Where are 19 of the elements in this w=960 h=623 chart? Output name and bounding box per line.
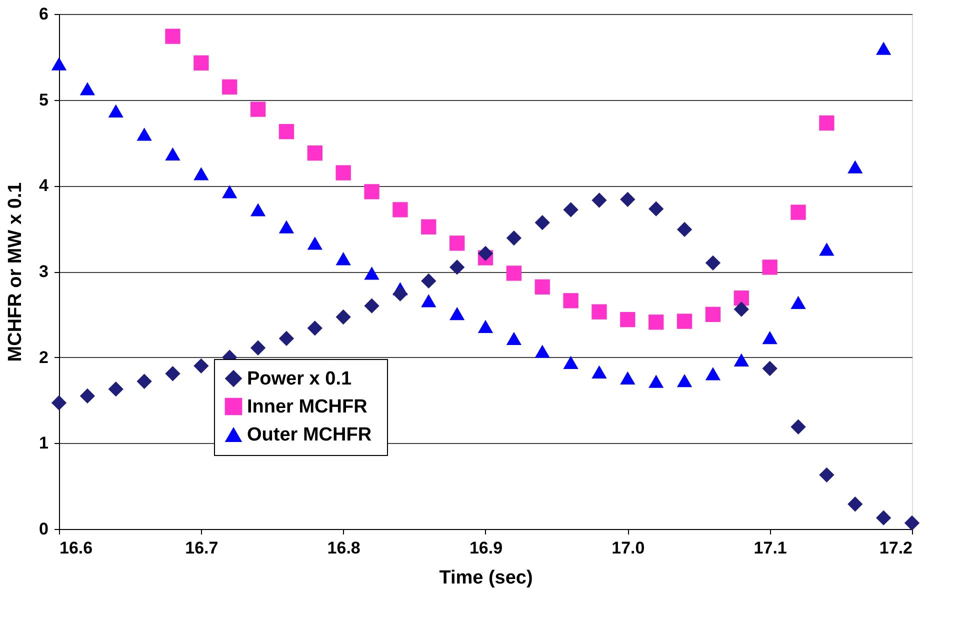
x-tick-label: 17.0 xyxy=(612,538,645,558)
x-tick-label: 16.6 xyxy=(60,538,93,558)
x-axis-title: Time (sec) xyxy=(439,568,533,588)
x-tick-label: 16.9 xyxy=(469,538,503,558)
y-tick-label: 6 xyxy=(39,4,48,24)
y-axis-title: MCHFR or MW x 0.1 xyxy=(5,182,26,362)
y-tick-label: 5 xyxy=(39,90,48,110)
y-tick-label: 0 xyxy=(39,520,48,538)
x-tick-label: 17.2 xyxy=(879,538,912,558)
legend-label: Power x 0.1 xyxy=(247,368,352,390)
y-tick-label: 4 xyxy=(39,176,50,196)
x-tick-label: 16.7 xyxy=(185,538,218,558)
y-tick-label: 1 xyxy=(39,434,48,453)
legend-label: Outer MCHFR xyxy=(247,424,372,446)
x-tick-label: 16.8 xyxy=(327,538,360,558)
y-tick-label: 3 xyxy=(39,262,48,281)
x-tick-label: 17.1 xyxy=(754,538,787,558)
y-tick-label: 2 xyxy=(39,348,48,367)
legend-label: Inner MCHFR xyxy=(247,396,368,418)
